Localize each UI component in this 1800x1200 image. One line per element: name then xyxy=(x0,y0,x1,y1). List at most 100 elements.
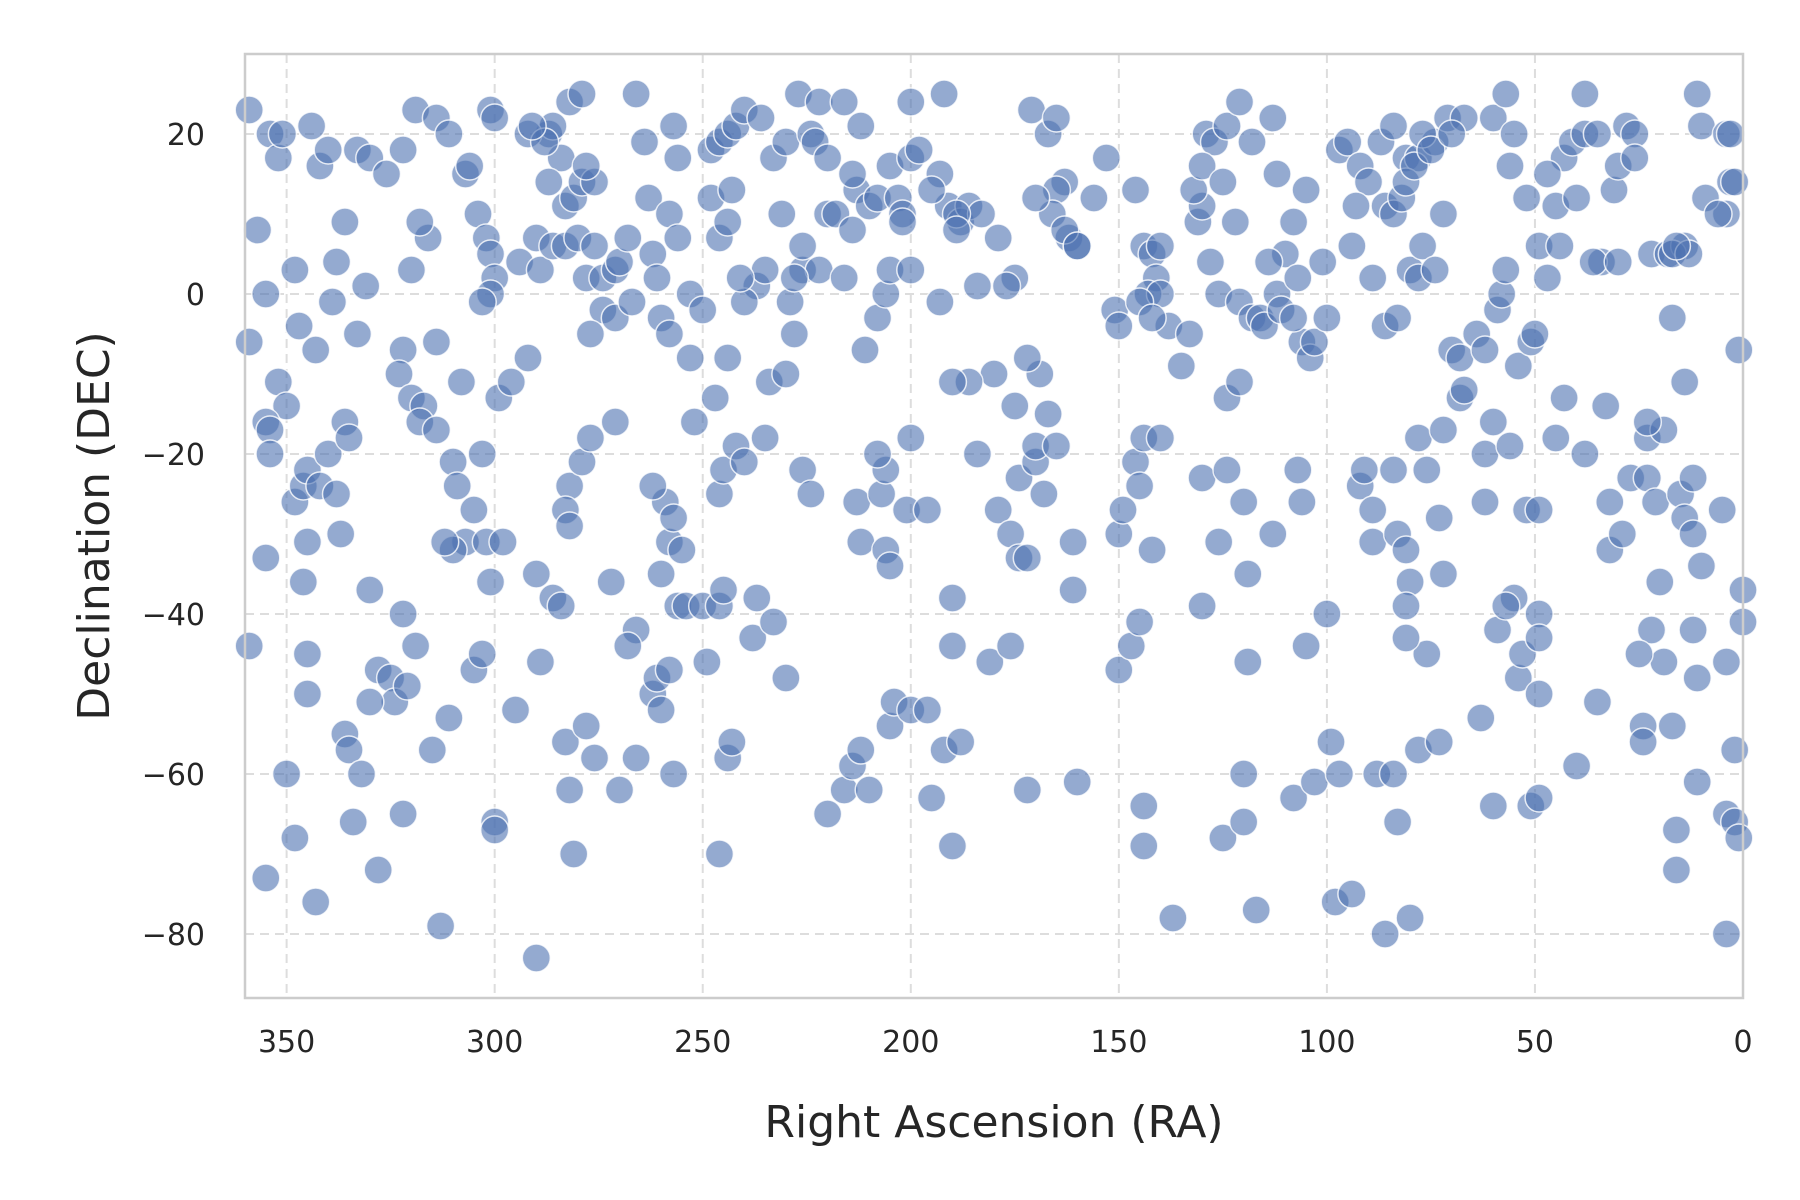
scatter-point xyxy=(1378,759,1409,789)
scatter-point xyxy=(925,287,955,317)
scatter-point xyxy=(1424,503,1454,533)
scatter-point xyxy=(896,423,926,453)
x-tick-label: 100 xyxy=(1298,1025,1355,1060)
scatter-point xyxy=(692,647,722,677)
scatter-point xyxy=(1353,167,1384,197)
scatter-point xyxy=(1228,807,1259,837)
scatter-point xyxy=(1470,335,1500,365)
scatter-point xyxy=(1412,639,1442,669)
scatter-point xyxy=(1649,647,1679,677)
scatter-point xyxy=(1491,255,1521,285)
scatter-point xyxy=(962,271,993,301)
scatter-point xyxy=(975,647,1005,677)
scatter-point xyxy=(1208,823,1238,853)
scatter-point xyxy=(292,639,323,669)
scatter-point xyxy=(604,775,635,805)
scatter-point xyxy=(1503,351,1534,381)
scatter-point xyxy=(1349,455,1380,485)
scatter-point xyxy=(804,255,834,285)
scatter-point xyxy=(1657,303,1688,333)
scatter-point xyxy=(467,287,497,317)
scatter-point xyxy=(263,143,294,173)
scatter-point xyxy=(1428,199,1459,229)
scatter-point xyxy=(442,471,472,501)
scatter-point xyxy=(271,391,302,421)
scatter-point xyxy=(1158,903,1188,933)
scatter-point xyxy=(1520,319,1550,349)
scatter-point xyxy=(392,671,423,701)
scatter-point xyxy=(712,343,743,373)
scatter-point xyxy=(1678,615,1708,645)
scatter-point xyxy=(717,175,747,205)
scatter-point xyxy=(421,327,452,357)
scatter-point xyxy=(750,423,780,453)
scatter-point xyxy=(1062,231,1092,261)
scatter-point xyxy=(1524,679,1554,709)
scatter-point xyxy=(296,111,327,141)
scatter-point xyxy=(846,735,876,765)
scatter-point xyxy=(991,271,1022,301)
scatter-point xyxy=(1316,727,1346,757)
scatter-point xyxy=(525,255,556,285)
scatter-point xyxy=(750,255,780,285)
scatter-point xyxy=(338,807,368,837)
scatter-point xyxy=(1237,127,1267,157)
scatter-point xyxy=(775,287,805,317)
scatter-point xyxy=(1391,535,1421,565)
scatter-point xyxy=(1203,527,1234,557)
scatter-point xyxy=(1391,623,1421,653)
scatter-point xyxy=(1628,727,1658,757)
scatter-point xyxy=(1233,647,1263,677)
scatter-point xyxy=(1145,423,1176,453)
scatter-point xyxy=(521,943,552,973)
scatter-point xyxy=(300,887,331,917)
scatter-point xyxy=(646,695,676,725)
scatter-point xyxy=(1291,175,1321,205)
scatter-point xyxy=(771,663,801,693)
scatter-point xyxy=(1041,431,1072,461)
scatter-point xyxy=(1436,119,1467,149)
scatter-point xyxy=(642,263,672,293)
scatter-point xyxy=(767,199,797,229)
scatter-point xyxy=(467,639,497,669)
scatter-point xyxy=(475,239,506,269)
scatter-point xyxy=(1145,231,1176,261)
scatter-point xyxy=(613,223,643,253)
scatter-point xyxy=(1278,783,1309,813)
scatter-point xyxy=(796,479,826,509)
scatter-point xyxy=(812,799,843,829)
scatter-point xyxy=(234,631,264,661)
y-tick-label: 20 xyxy=(167,118,205,153)
scatter-point xyxy=(1012,343,1043,373)
scatter-point xyxy=(321,479,352,509)
scatter-point xyxy=(771,359,801,389)
scatter-point xyxy=(871,279,901,309)
scatter-point xyxy=(1491,591,1521,621)
scatter-point xyxy=(496,367,527,397)
scatter-point xyxy=(438,447,468,477)
scatter-point xyxy=(330,207,360,237)
scatter-point xyxy=(292,679,323,709)
scatter-point xyxy=(1395,903,1425,933)
scatter-point xyxy=(1332,127,1363,157)
scatter-point xyxy=(371,159,402,189)
scatter-point xyxy=(1424,727,1454,757)
scatter-point xyxy=(1012,543,1043,573)
scatter-point xyxy=(1370,919,1400,949)
scatter-point xyxy=(1058,527,1088,557)
scatter-point xyxy=(1312,599,1342,629)
scatter-point xyxy=(937,631,968,661)
scatter-point xyxy=(746,103,776,133)
scatter-point xyxy=(1561,183,1592,213)
y-tick-label: −20 xyxy=(142,438,205,473)
scatter-point xyxy=(912,695,943,725)
scatter-point xyxy=(421,415,452,445)
y-tick-label: 0 xyxy=(186,278,205,313)
scatter-point xyxy=(1645,567,1675,597)
scatter-point xyxy=(475,567,506,597)
scatter-point xyxy=(1499,119,1529,149)
scatter-point xyxy=(1495,431,1525,461)
scatter-point xyxy=(280,823,310,853)
scatter-point xyxy=(1403,423,1434,453)
scatter-point xyxy=(1511,183,1542,213)
